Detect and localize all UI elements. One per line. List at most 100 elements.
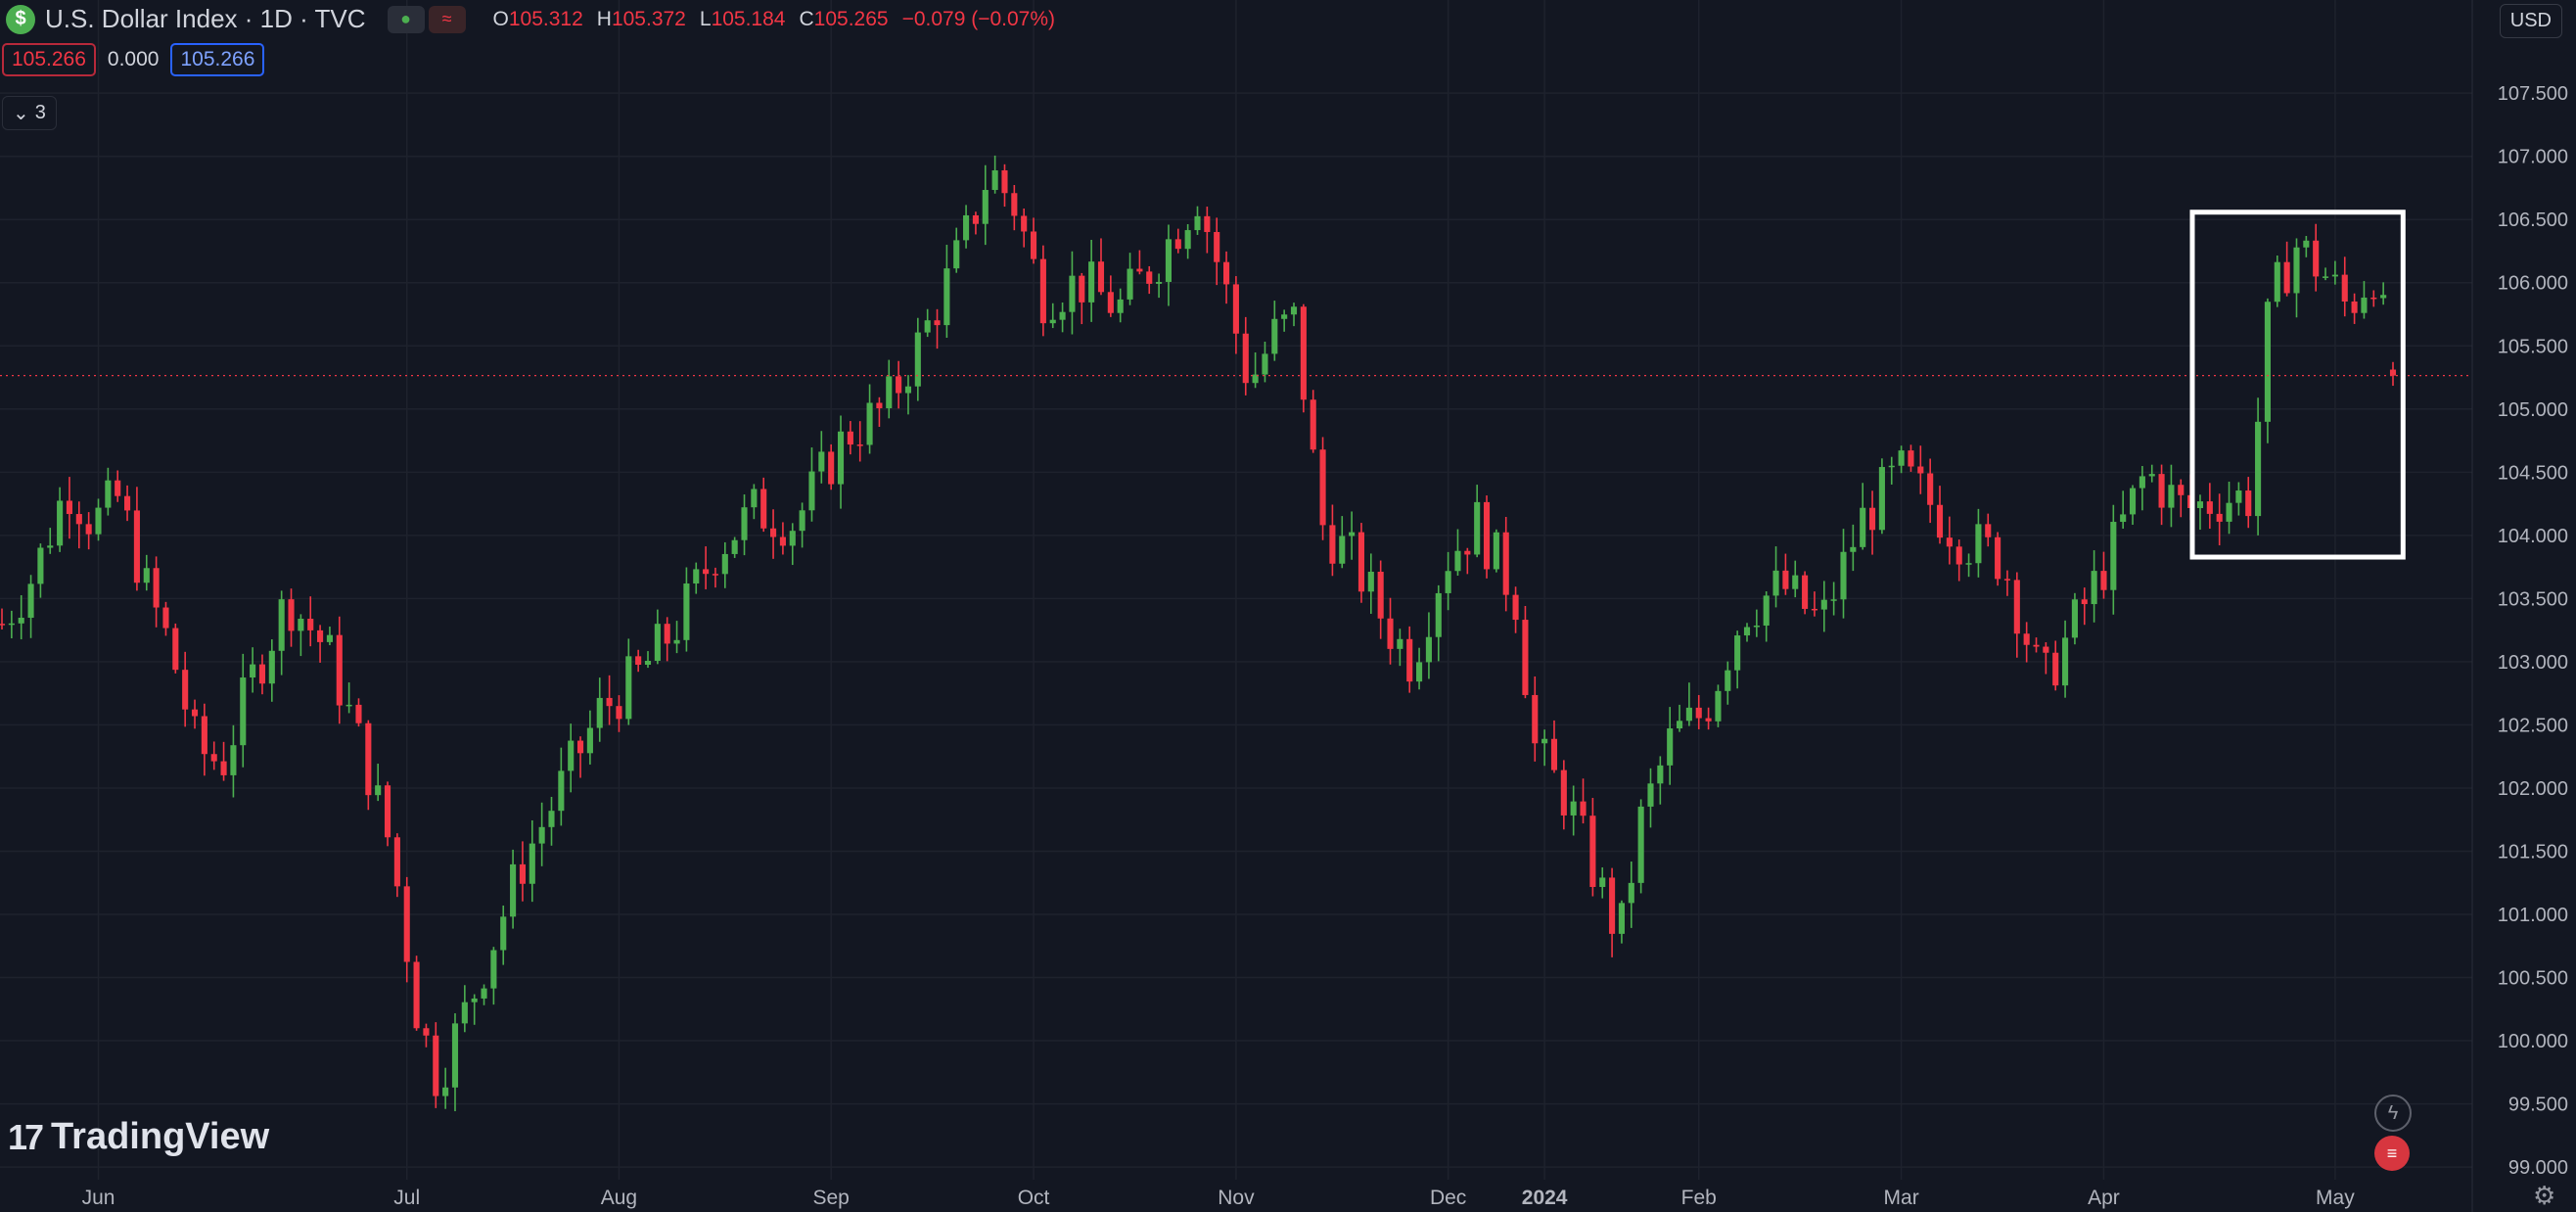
candle-body [442,1087,449,1096]
candle [1483,495,1491,579]
candle [1840,529,1847,619]
indicators-toggle[interactable]: ⌄ 3 [2,96,57,130]
candle [1647,768,1654,828]
candle-body [307,619,314,630]
price-tick-label: 99.000 [2508,1157,2568,1179]
candle-body [2206,501,2213,514]
candle-body [2129,488,2137,515]
candle-body [1522,620,1529,695]
candle [1995,532,2001,586]
candle [1734,630,1741,689]
candle-body [75,514,82,525]
candle [1705,707,1712,730]
candle-body [1609,877,1616,934]
candle-body [85,524,92,535]
candle-body [2052,652,2059,686]
candle-body [1502,532,1509,595]
candle [1387,597,1394,665]
candle [712,567,719,588]
price-tick-label: 105.500 [2498,336,2568,357]
candle [1021,208,1028,248]
candle-body [2313,240,2320,277]
candle-body [847,431,853,445]
candle [818,431,825,484]
candle [1290,303,1298,327]
price-tick-label: 101.500 [2498,841,2568,862]
candle-body [808,471,815,511]
candle-body [268,650,275,684]
high-value: 105.372 [611,7,686,30]
candle-body [963,214,970,241]
time-tick-label: 2024 [1522,1187,1568,1209]
candle [2331,260,2338,285]
candle [1522,605,1529,699]
highlight-box[interactable] [2189,210,2406,560]
candle-body [1985,524,1992,537]
price-tick-label: 104.000 [2498,526,2568,547]
time-tick-label: May [2316,1187,2355,1209]
candle [403,876,410,983]
candle [586,710,593,765]
dollar-icon[interactable]: $ [6,4,35,34]
candle [1763,591,1770,642]
candle [1657,756,1664,805]
candle [1310,390,1316,453]
tradingview-logo[interactable]: 17 TradingView [8,1116,269,1158]
candle [1079,272,1085,325]
price-tick-label: 102.000 [2498,778,2568,800]
sell-price-button[interactable]: 105.266 [2,43,96,76]
candle-body [1676,721,1683,729]
symbol-title[interactable]: U.S. Dollar Index · 1D · TVC [45,4,366,33]
candle-body [2303,240,2310,248]
candle [1377,560,1384,639]
time-tick-label: Apr [2088,1187,2120,1209]
delayed-data-icon[interactable]: ≈ [428,5,466,33]
candle-body [1550,738,1558,770]
candle-body [1975,524,1982,564]
candle [27,575,34,638]
candle [461,985,468,1033]
candle [896,360,902,409]
time-tick-label: Nov [1218,1187,1255,1209]
market-open-icon[interactable]: ● [387,5,425,33]
candle [2178,479,2185,518]
candle-body [1319,449,1326,526]
candle-body [1936,504,1944,538]
candle-body [1995,536,2001,580]
candle [1685,682,1692,726]
gear-icon[interactable]: ⚙ [2533,1181,2556,1210]
candle-body [153,568,160,608]
candle-body [616,706,622,720]
candle-body [2178,485,2185,495]
candle [1011,184,1018,231]
candle-body [2235,490,2242,503]
candle [1811,591,1818,617]
candle-body [856,444,863,446]
high-label: H [596,7,612,30]
candle [2081,587,2088,626]
currency-selector[interactable]: USD [2499,4,2562,38]
candle-body [1127,268,1133,300]
us-flag-icon[interactable]: ≡ [2374,1136,2410,1171]
candle [760,477,767,533]
price-tick-label: 99.500 [2508,1095,2568,1116]
candle-body [953,240,960,269]
candle [2216,493,2223,546]
market-status[interactable]: ● ≈ [387,5,466,33]
candle-body [568,740,575,771]
candle-body [1406,638,1413,682]
lightning-icon[interactable]: ϟ [2374,1095,2412,1132]
candle-body [2283,261,2290,294]
candle-body [393,837,400,887]
candle [731,536,738,558]
candle-body [818,451,825,472]
candle [1772,546,1779,608]
candle [2226,481,2232,535]
buy-price-button[interactable]: 105.266 [170,43,265,76]
candle [336,616,343,724]
candle-body [751,489,758,508]
candle [1117,288,1124,323]
candle-body [1965,563,1972,565]
candle-body [664,624,670,644]
